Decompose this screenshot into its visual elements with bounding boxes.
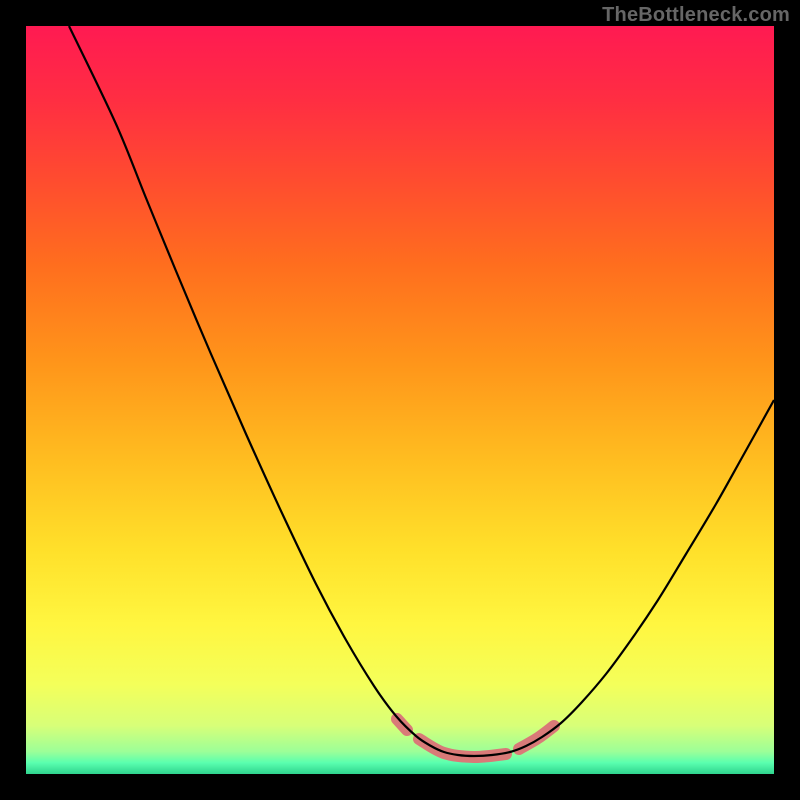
highlight-segment <box>397 719 407 730</box>
chart-frame: TheBottleneck.com <box>0 0 800 800</box>
chart-svg <box>26 26 774 774</box>
watermark-text: TheBottleneck.com <box>602 4 790 27</box>
chart-background <box>26 26 774 774</box>
plot-area <box>26 26 774 774</box>
